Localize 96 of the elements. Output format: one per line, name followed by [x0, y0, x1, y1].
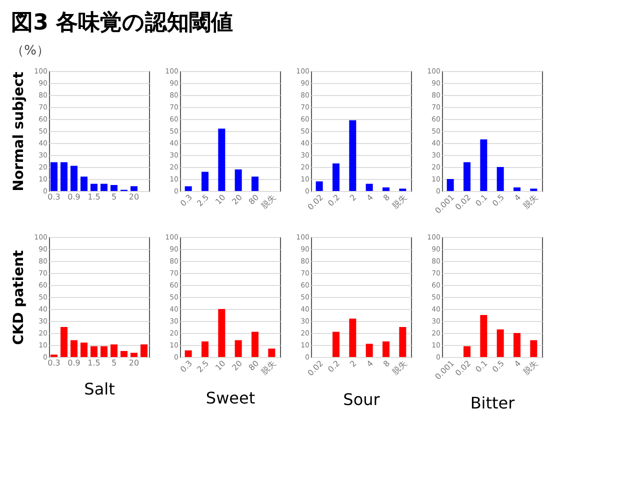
- bar: [80, 342, 88, 357]
- text: （%）: [11, 44, 50, 58]
- x-tick-label: 0.3: [178, 192, 194, 208]
- bar: [130, 352, 138, 357]
- x-tick-label: 4: [512, 192, 523, 203]
- bar: [80, 176, 88, 191]
- bar: [100, 184, 108, 191]
- bar: [252, 176, 258, 191]
- bar: [349, 318, 356, 357]
- x-tick-label: 1.5: [88, 358, 100, 368]
- bar: [496, 167, 504, 191]
- x-tick-label: 2: [348, 358, 358, 369]
- bar: [480, 139, 488, 191]
- x-tick-label: 0.5: [490, 358, 506, 374]
- x-tick-label: 脱失: [260, 192, 278, 210]
- bar: [446, 179, 454, 191]
- x-tick-label: 0.3: [48, 192, 60, 202]
- x-tick-label: 10: [214, 358, 228, 372]
- x-tick-label: 0.5: [490, 192, 506, 208]
- x-tick-label: 0.1: [474, 358, 490, 374]
- bar: [140, 344, 148, 357]
- bar: [202, 172, 208, 191]
- bar: [464, 346, 470, 357]
- x-tick-label: 脱失: [522, 358, 540, 376]
- x-tick-label: 0.3: [178, 358, 194, 374]
- x-tick-label: 20: [230, 192, 244, 206]
- bar: [268, 348, 276, 357]
- bar: [120, 351, 128, 357]
- x-tick-label: 0.2: [326, 192, 342, 208]
- bar: [514, 333, 520, 357]
- bar: [234, 340, 242, 357]
- x-tick-label: 20: [230, 358, 244, 372]
- x-tick-label: 脱失: [260, 358, 278, 376]
- chart-title: 図3 各味覚の認知閾値: [11, 10, 234, 36]
- bar: [332, 163, 340, 191]
- bar: [480, 315, 488, 357]
- x-tick-label: 10: [214, 192, 228, 206]
- x-tick-label: 5: [111, 358, 117, 368]
- x-tick-label: 8: [382, 358, 392, 369]
- bar: [514, 187, 520, 191]
- x-tick-label: 2.5: [195, 192, 211, 208]
- bar: [90, 184, 98, 191]
- x-axis-title: Bitter: [470, 393, 516, 412]
- x-axis-title: Sweet: [206, 388, 256, 408]
- bar: [90, 346, 98, 357]
- x-axis-title: Salt: [84, 380, 115, 398]
- bar: [332, 332, 340, 357]
- x-tick-label: 5: [111, 192, 117, 202]
- bar: [218, 128, 226, 191]
- bar: [110, 185, 118, 191]
- x-tick-label: 0.2: [326, 358, 342, 374]
- x-tick-label: 0.9: [68, 358, 80, 368]
- bar: [202, 341, 208, 357]
- x-tick-label: 0.3: [48, 358, 60, 368]
- x-axis-title: Sour: [343, 390, 380, 409]
- bar: [496, 329, 504, 357]
- bar: [184, 350, 192, 357]
- bar: [366, 344, 373, 357]
- x-tick-label: 20: [128, 358, 140, 368]
- bar: [110, 344, 118, 357]
- bar: [70, 166, 78, 191]
- bar: [184, 186, 192, 191]
- x-tick-label: 0.9: [68, 192, 80, 202]
- x-tick-label: 2: [348, 192, 358, 203]
- x-tick-label: 4: [512, 358, 523, 369]
- x-tick-label: 脱失: [390, 358, 408, 376]
- x-tick-label: 4: [365, 358, 375, 369]
- bar: [464, 162, 470, 191]
- bar: [399, 327, 406, 357]
- bar: [316, 181, 323, 191]
- x-tick-label: 0.1: [474, 192, 490, 208]
- x-tick-label: 80: [247, 358, 261, 372]
- bar: [60, 162, 68, 191]
- y-axis-title: CKD patient: [11, 250, 28, 345]
- x-tick-label: 80: [247, 192, 261, 206]
- bar: [234, 169, 242, 191]
- bar: [218, 309, 226, 357]
- bar: [530, 340, 538, 357]
- bar: [60, 327, 68, 357]
- bar: [252, 332, 258, 357]
- x-tick-label: 2.5: [195, 358, 211, 374]
- x-tick-label: 脱失: [522, 192, 540, 210]
- x-tick-label: 脱失: [390, 192, 408, 210]
- bar: [100, 346, 108, 357]
- x-tick-label: 1.5: [88, 192, 100, 202]
- bar: [382, 341, 390, 357]
- x-tick-label: 8: [382, 192, 392, 203]
- bar: [70, 340, 78, 357]
- bar: [382, 187, 390, 191]
- x-tick-label: 20: [128, 192, 140, 202]
- x-tick-label: 4: [365, 192, 375, 203]
- y-axis-title: Normal subject: [11, 71, 28, 192]
- bar: [349, 120, 356, 191]
- bar: [50, 162, 58, 191]
- bar: [130, 186, 138, 191]
- bar: [366, 184, 373, 191]
